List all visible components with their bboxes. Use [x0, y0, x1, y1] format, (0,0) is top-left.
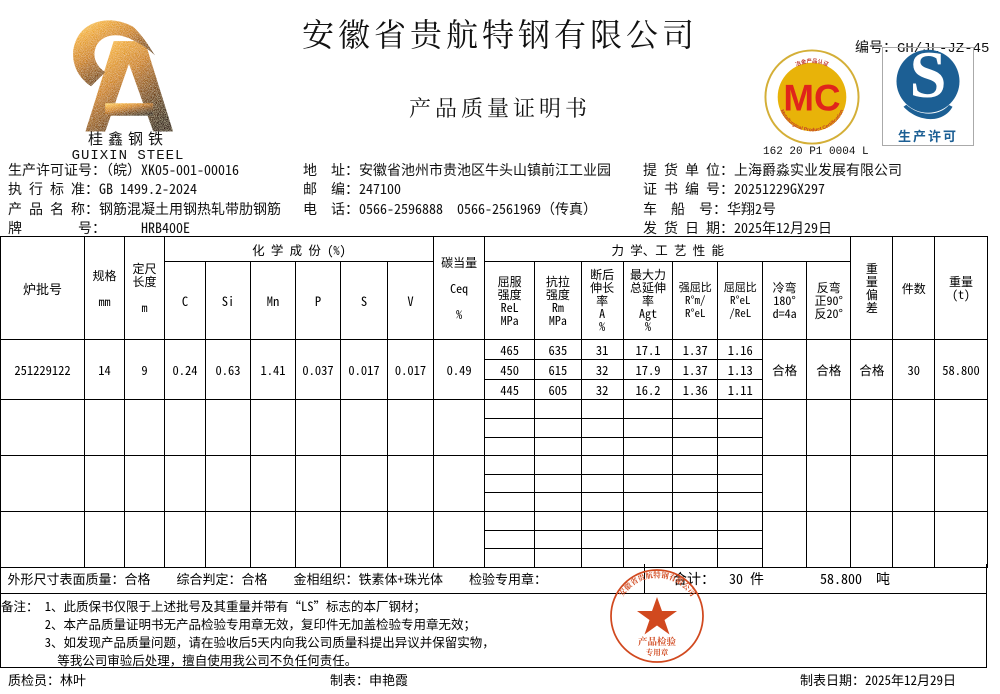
svg-text:产品检验: 产品检验	[638, 634, 677, 648]
svg-text:S: S	[910, 48, 947, 112]
svg-text:安徽省贵航特钢有限公司: 安徽省贵航特钢有限公司	[616, 570, 698, 599]
svg-text:MC: MC	[783, 78, 840, 119]
svg-text:专用章: 专用章	[646, 647, 669, 658]
